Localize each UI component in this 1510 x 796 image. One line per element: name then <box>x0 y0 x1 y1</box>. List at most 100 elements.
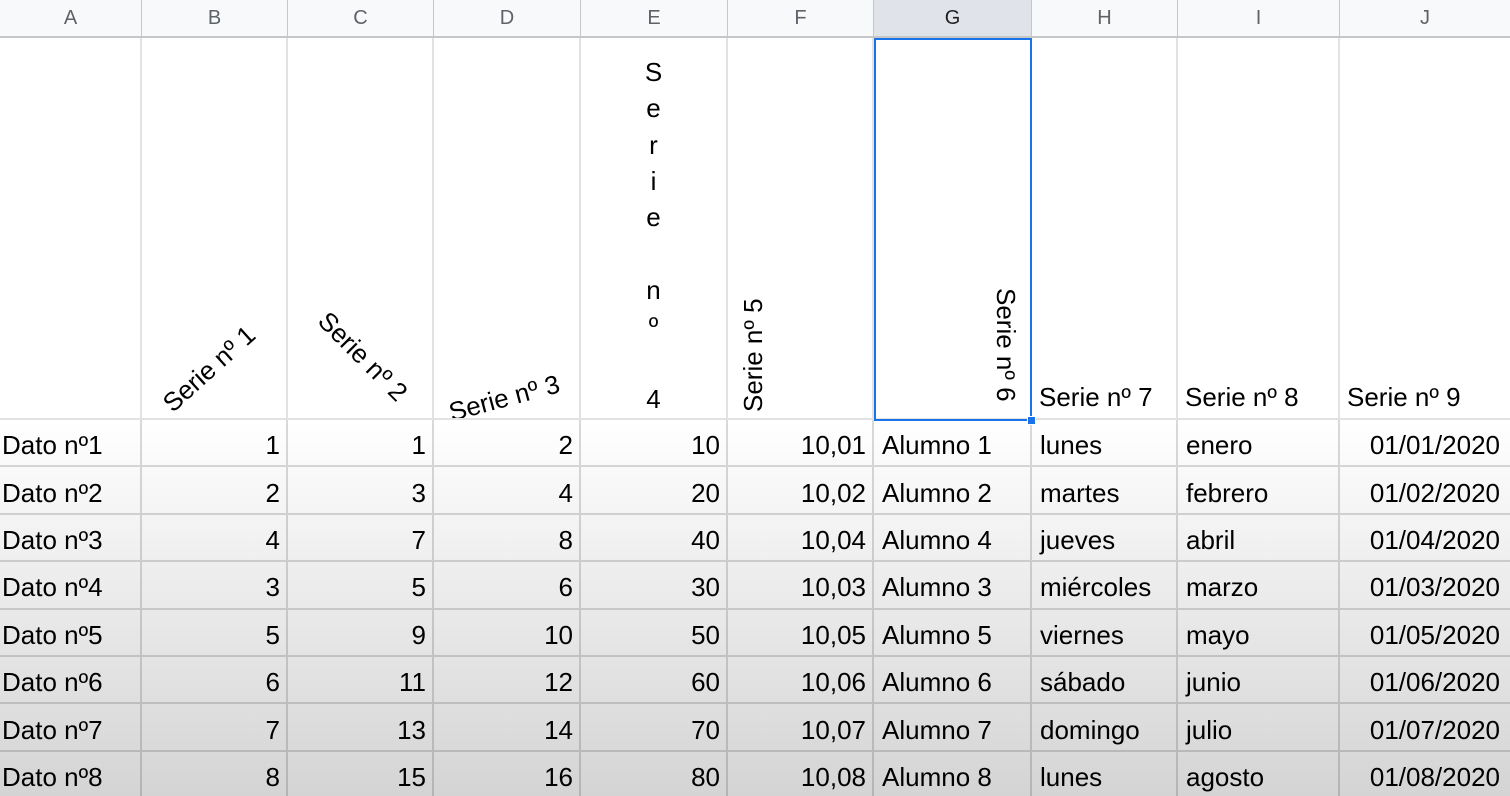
header-cell-g1[interactable]: Serie nº 6 <box>874 38 1032 420</box>
header-cell-a1[interactable] <box>0 38 142 420</box>
cell-g5[interactable]: Alumno 3 <box>874 562 1032 610</box>
column-header-i[interactable]: I <box>1178 0 1340 38</box>
cell-d2[interactable]: 2 <box>434 420 581 468</box>
cell-f3[interactable]: 10,02 <box>728 467 874 515</box>
cell-d5[interactable]: 6 <box>434 562 581 610</box>
cell-h9[interactable]: lunes <box>1032 751 1178 796</box>
cell-j6[interactable]: 01/05/2020 <box>1340 610 1510 657</box>
cell-b8[interactable]: 7 <box>142 704 288 752</box>
cell-i6[interactable]: mayo <box>1178 609 1340 657</box>
column-header-d[interactable]: D <box>434 0 581 38</box>
cell-b7[interactable]: 6 <box>142 657 288 705</box>
cell-a7[interactable]: Dato nº6 <box>0 657 142 705</box>
cell-h4[interactable]: jueves <box>1032 514 1178 563</box>
cell-f4[interactable]: 10,04 <box>728 514 874 563</box>
cell-d4[interactable]: 8 <box>434 514 581 563</box>
cell-g9[interactable]: Alumno 8 <box>874 751 1032 796</box>
cell-a2[interactable]: Dato nº1 <box>0 420 142 468</box>
cell-e3[interactable]: 20 <box>581 467 728 515</box>
column-header-h[interactable]: H <box>1032 0 1178 38</box>
header-cell-d1[interactable]: Serie nº 3 <box>434 38 581 420</box>
cell-f8[interactable]: 10,07 <box>728 704 874 752</box>
column-header-b[interactable]: B <box>142 0 288 38</box>
cell-e7[interactable]: 60 <box>581 657 728 705</box>
cell-d9[interactable]: 16 <box>434 751 581 796</box>
cell-f6[interactable]: 10,05 <box>728 609 874 657</box>
cell-e4[interactable]: 40 <box>581 514 728 563</box>
header-cell-j1[interactable]: Serie nº 9 <box>1340 38 1510 420</box>
cell-g3[interactable]: Alumno 2 <box>874 467 1032 515</box>
cell-g7[interactable]: Alumno 6 <box>874 657 1032 705</box>
header-cell-b1[interactable]: Serie nº 1 <box>142 38 288 420</box>
cell-a3[interactable]: Dato nº2 <box>0 467 142 515</box>
cell-c7[interactable]: 11 <box>288 657 434 705</box>
column-header-j[interactable]: J <box>1340 0 1510 38</box>
cell-i7[interactable]: junio <box>1178 657 1340 705</box>
cell-d3[interactable]: 4 <box>434 467 581 515</box>
header-cell-h1[interactable]: Serie nº 7 <box>1032 38 1178 420</box>
cell-d6[interactable]: 10 <box>434 609 581 657</box>
cell-b5[interactable]: 3 <box>142 562 288 610</box>
cell-h5[interactable]: miércoles <box>1032 562 1178 610</box>
cell-e5[interactable]: 30 <box>581 562 728 610</box>
cell-d7[interactable]: 12 <box>434 657 581 705</box>
cell-c5[interactable]: 5 <box>288 562 434 610</box>
cell-j2[interactable]: 01/01/2020 <box>1340 420 1510 468</box>
cell-b4[interactable]: 4 <box>142 514 288 563</box>
cell-c3[interactable]: 3 <box>288 467 434 515</box>
cell-a9[interactable]: Dato nº8 <box>0 751 142 796</box>
header-cell-e1[interactable]: S e r i e n º 4 <box>581 38 728 420</box>
cell-g6[interactable]: Alumno 5 <box>874 609 1032 657</box>
cell-i2[interactable]: enero <box>1178 420 1340 468</box>
cell-e8[interactable]: 70 <box>581 704 728 752</box>
cell-a8[interactable]: Dato nº7 <box>0 704 142 752</box>
cell-i5[interactable]: marzo <box>1178 562 1340 610</box>
cell-c6[interactable]: 9 <box>288 609 434 657</box>
cell-a6[interactable]: Dato nº5 <box>0 609 142 657</box>
column-header-g[interactable]: G <box>874 0 1032 38</box>
cell-i4[interactable]: abril <box>1178 514 1340 563</box>
column-header-f[interactable]: F <box>728 0 874 38</box>
cell-c2[interactable]: 1 <box>288 420 434 468</box>
cell-i3[interactable]: febrero <box>1178 467 1340 515</box>
cell-j3[interactable]: 01/02/2020 <box>1340 467 1510 515</box>
header-cell-c1[interactable]: Serie nº 2 <box>288 38 434 420</box>
cell-f5[interactable]: 10,03 <box>728 562 874 610</box>
cell-h8[interactable]: domingo <box>1032 704 1178 752</box>
cell-e2[interactable]: 10 <box>581 420 728 468</box>
header-cell-i1[interactable]: Serie nº 8 <box>1178 38 1340 420</box>
cell-a4[interactable]: Dato nº3 <box>0 514 142 563</box>
cell-f7[interactable]: 10,06 <box>728 657 874 705</box>
cell-e6[interactable]: 50 <box>581 609 728 657</box>
cell-h7[interactable]: sábado <box>1032 657 1178 705</box>
cell-j9[interactable]: 01/08/2020 <box>1340 752 1510 796</box>
cell-j4[interactable]: 01/04/2020 <box>1340 515 1510 563</box>
cell-h3[interactable]: martes <box>1032 467 1178 515</box>
cell-j8[interactable]: 01/07/2020 <box>1340 704 1510 752</box>
fill-handle[interactable] <box>1027 416 1036 425</box>
cell-j5[interactable]: 01/03/2020 <box>1340 562 1510 610</box>
cell-g4[interactable]: Alumno 4 <box>874 514 1032 563</box>
column-header-e[interactable]: E <box>581 0 728 38</box>
header-cell-f1[interactable]: Serie nº 5 <box>728 38 874 420</box>
cell-c9[interactable]: 15 <box>288 751 434 796</box>
cell-j7[interactable]: 01/06/2020 <box>1340 657 1510 705</box>
cell-i9[interactable]: agosto <box>1178 751 1340 796</box>
cell-g2[interactable]: Alumno 1 <box>874 420 1032 468</box>
cell-b2[interactable]: 1 <box>142 420 288 468</box>
cell-g8[interactable]: Alumno 7 <box>874 704 1032 752</box>
cell-d8[interactable]: 14 <box>434 704 581 752</box>
cell-f9[interactable]: 10,08 <box>728 751 874 796</box>
cell-b3[interactable]: 2 <box>142 467 288 515</box>
cell-b6[interactable]: 5 <box>142 609 288 657</box>
cell-c4[interactable]: 7 <box>288 514 434 563</box>
cell-h2[interactable]: lunes <box>1032 420 1178 468</box>
cell-b9[interactable]: 8 <box>142 751 288 796</box>
cell-f2[interactable]: 10,01 <box>728 420 874 468</box>
cell-a5[interactable]: Dato nº4 <box>0 562 142 610</box>
column-header-c[interactable]: C <box>288 0 434 38</box>
cell-c8[interactable]: 13 <box>288 704 434 752</box>
column-header-a[interactable]: A <box>0 0 142 38</box>
cell-e9[interactable]: 80 <box>581 751 728 796</box>
cell-h6[interactable]: viernes <box>1032 609 1178 657</box>
